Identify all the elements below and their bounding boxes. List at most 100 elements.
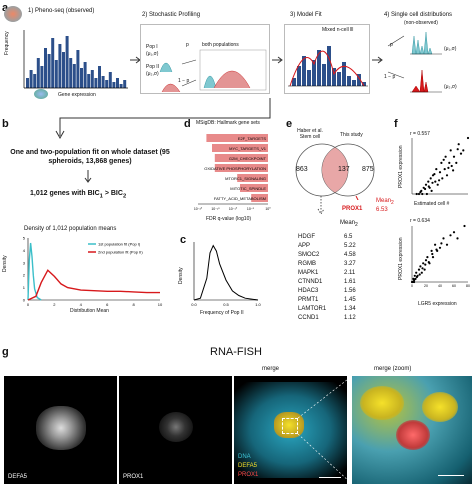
hallmark-bar	[240, 184, 268, 192]
scatter-lgr5: 0 20 40 60 80	[410, 224, 470, 288]
hist-bar	[47, 54, 51, 88]
scatter-cell-number	[411, 136, 470, 196]
prox1-mean-label: Mean2	[376, 198, 394, 206]
hist-bar	[51, 38, 55, 88]
scatter-point	[442, 237, 445, 240]
hallmark-term-label: G2M_CHECKPOINT	[229, 156, 267, 161]
arrow-right-icon	[372, 56, 383, 64]
scatter-point	[418, 273, 421, 276]
y-tick-label: 0	[23, 298, 26, 303]
hallmark-bar	[237, 174, 268, 182]
zoom-scale-bar	[438, 474, 464, 476]
hallmark-term-label: FATTY_ACID_METABOLISM	[214, 196, 266, 201]
gene-mean: 1.34	[344, 306, 356, 312]
hallmark-bar	[214, 164, 268, 172]
x-tick-label: 10⁻¹⁵	[211, 207, 220, 211]
fit-hist-bar	[342, 62, 346, 86]
x-tick-label: 10⁻²⁰	[194, 207, 203, 211]
rna-fish-title: RNA-FISH	[210, 346, 262, 358]
scatter-point	[430, 249, 433, 252]
scatter-point	[440, 242, 443, 245]
x-tick-label: 4	[80, 302, 83, 307]
hist-bar	[119, 84, 123, 88]
scatter-point	[435, 168, 438, 171]
scatter-point	[449, 149, 452, 152]
mean-sub: 2	[391, 200, 394, 207]
hist-bar	[101, 76, 105, 88]
spheroid-icon	[4, 6, 22, 22]
scatter-point	[442, 158, 445, 161]
x-tick-label: 0.5	[223, 302, 229, 307]
scatter-point	[427, 261, 430, 264]
hist-bar	[94, 78, 98, 88]
y-tick-label: 5	[23, 236, 26, 241]
step2-title: 2) Stochastic Profiling	[142, 12, 201, 18]
hallmark-bar	[212, 144, 268, 152]
hist-bar	[29, 70, 33, 88]
hist-bar	[90, 70, 94, 88]
pop1-label: Pop I	[146, 44, 158, 50]
hist-bar	[72, 64, 76, 88]
scatter-point	[462, 149, 465, 152]
scatter-point	[424, 183, 428, 186]
scatter2-ylabel: PROX1 expression	[398, 237, 404, 280]
panel-b-letter: b	[2, 118, 9, 130]
gene-name: HDGF	[298, 234, 315, 240]
y-tick-label: 4	[23, 248, 26, 253]
hallmark-term-label: MYC_TARGETS_V1	[229, 146, 267, 151]
scatter-point	[456, 237, 459, 240]
gene-mean: 1.45	[344, 297, 356, 303]
x-tick-label: 8	[132, 302, 135, 307]
scatter-point	[445, 243, 449, 246]
density-title: Density of 1,012 population means	[24, 226, 117, 232]
hist-bar	[87, 74, 91, 88]
gene-name: SMOC2	[298, 252, 320, 258]
dist-p-label: p	[390, 42, 393, 48]
gene-table-sub: 2	[355, 222, 358, 229]
scatter-point	[450, 164, 453, 168]
hist-bar	[44, 48, 47, 88]
x-tick-label: 10	[158, 302, 163, 307]
scatter-point	[459, 152, 463, 155]
defa5-signal-blob	[36, 406, 86, 450]
scatter-point	[431, 181, 434, 184]
scatter-point	[452, 231, 456, 234]
hallmark-bar	[214, 154, 268, 162]
scatter1-ylabel: PROX1 expression	[398, 145, 404, 188]
y-tick-label: 3	[23, 260, 26, 265]
legend-label: 1st population fit (Pop I)	[98, 242, 141, 247]
gene-table-header: Mean2	[340, 220, 358, 228]
scatter-point	[419, 265, 422, 268]
panel-d-letter: d	[184, 118, 191, 130]
step4-subtitle: (non-observed)	[404, 20, 438, 26]
hist-bar	[105, 80, 109, 88]
fish-defa5-image: DEFA5	[4, 376, 117, 484]
bic-mid: > BIC	[102, 190, 123, 197]
x-tick-label: 10⁻¹⁰	[229, 207, 238, 211]
gene-table-row: HDGF 6.5	[298, 234, 378, 240]
scatter-point	[463, 224, 466, 228]
dist1-params: (μ₁,σ)	[444, 46, 457, 52]
hist-bar	[80, 68, 83, 88]
density-xlabel: Distribution Mean	[70, 308, 109, 314]
hallmark-bar	[251, 194, 268, 202]
pop2-density-line	[193, 244, 259, 301]
dotted-arrow-icon	[317, 196, 325, 215]
venn-left-count: 863	[296, 166, 308, 173]
fit-hist-bar	[347, 76, 351, 86]
pop1-params: (μ₁,σ)	[146, 51, 159, 57]
scatter-point	[417, 268, 421, 271]
bic-text: 1,012 genes with BIC	[30, 190, 100, 197]
scatter-point	[413, 279, 416, 282]
scale-bar	[319, 476, 341, 478]
histogram-bars	[26, 36, 127, 88]
scatter-point	[436, 183, 439, 186]
fish-prox1-image: PROX1	[119, 376, 232, 484]
gene-name: HDAC3	[298, 288, 319, 294]
gene-mean: 2.11	[344, 270, 356, 276]
hallmark-term-label: OXIDATIVE PHOSPHORYLATION	[204, 166, 266, 171]
scatter-point	[421, 192, 424, 196]
pop2-label: Pop II	[146, 64, 160, 70]
scatter-point	[424, 263, 427, 266]
fish-zoom-image	[352, 376, 472, 484]
